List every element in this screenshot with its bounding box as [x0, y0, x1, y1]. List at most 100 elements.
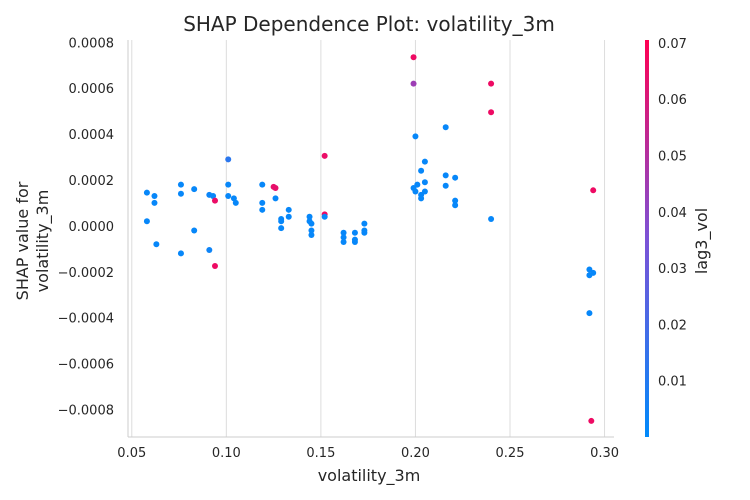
x-tick-label: 0.05 — [117, 446, 146, 461]
data-point — [210, 193, 217, 200]
y-tick-label: 0.0006 — [69, 82, 115, 97]
data-point — [272, 195, 279, 202]
y-tick-label: −0.0006 — [58, 358, 114, 373]
data-point — [308, 232, 315, 239]
data-point — [225, 156, 232, 163]
colorbar — [645, 40, 649, 437]
data-point — [590, 269, 597, 276]
y-tick-labels: 0.0008 0.0006 0.0004 0.0002 0.0000 −0.0002 −0.… — [58, 36, 114, 418]
data-point — [191, 227, 198, 234]
colorbar-tick-label: 0.07 — [658, 37, 687, 52]
data-point — [412, 188, 419, 195]
data-point — [143, 218, 150, 225]
data-point — [418, 195, 425, 202]
grid — [131, 40, 606, 437]
data-point — [306, 213, 313, 220]
data-point — [211, 263, 218, 270]
data-point — [421, 188, 428, 195]
data-point — [340, 229, 347, 236]
data-point — [361, 229, 368, 236]
data-point — [412, 133, 419, 140]
data-point — [225, 181, 232, 188]
y-tick-label: 0.0002 — [69, 174, 115, 189]
data-point — [177, 190, 184, 197]
data-point — [488, 215, 495, 222]
y-axis-label-line-1: SHAP value for — [13, 181, 32, 300]
y-tick-label: 0.0000 — [69, 220, 115, 235]
data-point — [278, 225, 285, 232]
data-point — [272, 185, 279, 192]
data-point — [442, 124, 449, 131]
data-point — [351, 238, 358, 245]
data-point — [308, 227, 315, 234]
x-tick-label: 0.25 — [496, 446, 525, 461]
data-point — [177, 181, 184, 188]
colorbar-tick-label: 0.02 — [658, 318, 687, 333]
data-point — [211, 197, 218, 204]
y-tick-label: 0.0004 — [69, 128, 115, 143]
data-point — [151, 193, 158, 200]
data-point — [418, 167, 425, 174]
data-point — [278, 218, 285, 225]
data-point — [177, 250, 184, 257]
data-point — [442, 182, 449, 189]
y-tick-label: −0.0002 — [58, 266, 114, 281]
data-point — [488, 80, 495, 87]
x-tick-label: 0.20 — [401, 446, 430, 461]
y-tick-label: −0.0004 — [58, 312, 114, 327]
x-tick-labels: 0.05 0.10 0.15 0.20 0.25 0.30 — [117, 446, 619, 461]
x-tick-label: 0.10 — [212, 446, 241, 461]
data-point — [206, 246, 213, 253]
data-point — [421, 158, 428, 165]
data-point — [321, 213, 328, 220]
data-point — [230, 195, 237, 202]
data-point — [452, 197, 459, 204]
x-tick-label: 0.30 — [590, 446, 619, 461]
data-point — [410, 54, 417, 61]
colorbar-tick-label: 0.03 — [658, 262, 687, 277]
data-point — [259, 206, 266, 213]
data-point — [340, 234, 347, 241]
data-point — [225, 193, 232, 200]
data-point — [588, 417, 595, 424]
data-point — [410, 80, 417, 87]
data-point — [442, 172, 449, 179]
axes — [127, 40, 614, 438]
chart-title: SHAP Dependence Plot: volatility_3m — [183, 12, 555, 36]
data-point — [321, 152, 328, 159]
data-point — [151, 199, 158, 206]
data-point — [340, 238, 347, 245]
y-tick-label: 0.0008 — [69, 36, 115, 51]
data-point — [361, 220, 368, 227]
y-axis-label-line-2: volatility_3m — [33, 190, 53, 293]
y-tick-label: −0.0008 — [58, 403, 114, 418]
data-point — [452, 202, 459, 209]
data-points — [143, 54, 597, 424]
data-point — [452, 174, 459, 181]
x-tick-label: 0.15 — [306, 446, 335, 461]
data-point — [488, 109, 495, 116]
colorbar-tick-labels: 0.01 0.02 0.03 0.04 0.05 0.06 0.07 — [658, 37, 687, 390]
data-point — [586, 310, 593, 317]
colorbar-tick-label: 0.04 — [658, 206, 687, 221]
y-axis-label: SHAP value for volatility_3m — [13, 181, 53, 300]
data-point — [590, 187, 597, 194]
colorbar-tick-label: 0.01 — [658, 375, 687, 390]
data-point — [191, 186, 198, 193]
data-point — [308, 220, 315, 227]
colorbar-label: lag3_vol — [692, 208, 712, 274]
colorbar-tick-label: 0.05 — [658, 149, 687, 164]
data-point — [232, 199, 239, 206]
data-point — [143, 189, 150, 196]
data-point — [414, 181, 421, 188]
x-axis-label: volatility_3m — [318, 466, 421, 486]
data-point — [285, 206, 292, 213]
data-point — [153, 241, 160, 248]
data-point — [351, 229, 358, 236]
colorbar-tick-label: 0.06 — [658, 93, 687, 108]
data-point — [259, 181, 266, 188]
data-point — [421, 179, 428, 186]
data-point — [259, 199, 266, 206]
data-point — [285, 213, 292, 220]
